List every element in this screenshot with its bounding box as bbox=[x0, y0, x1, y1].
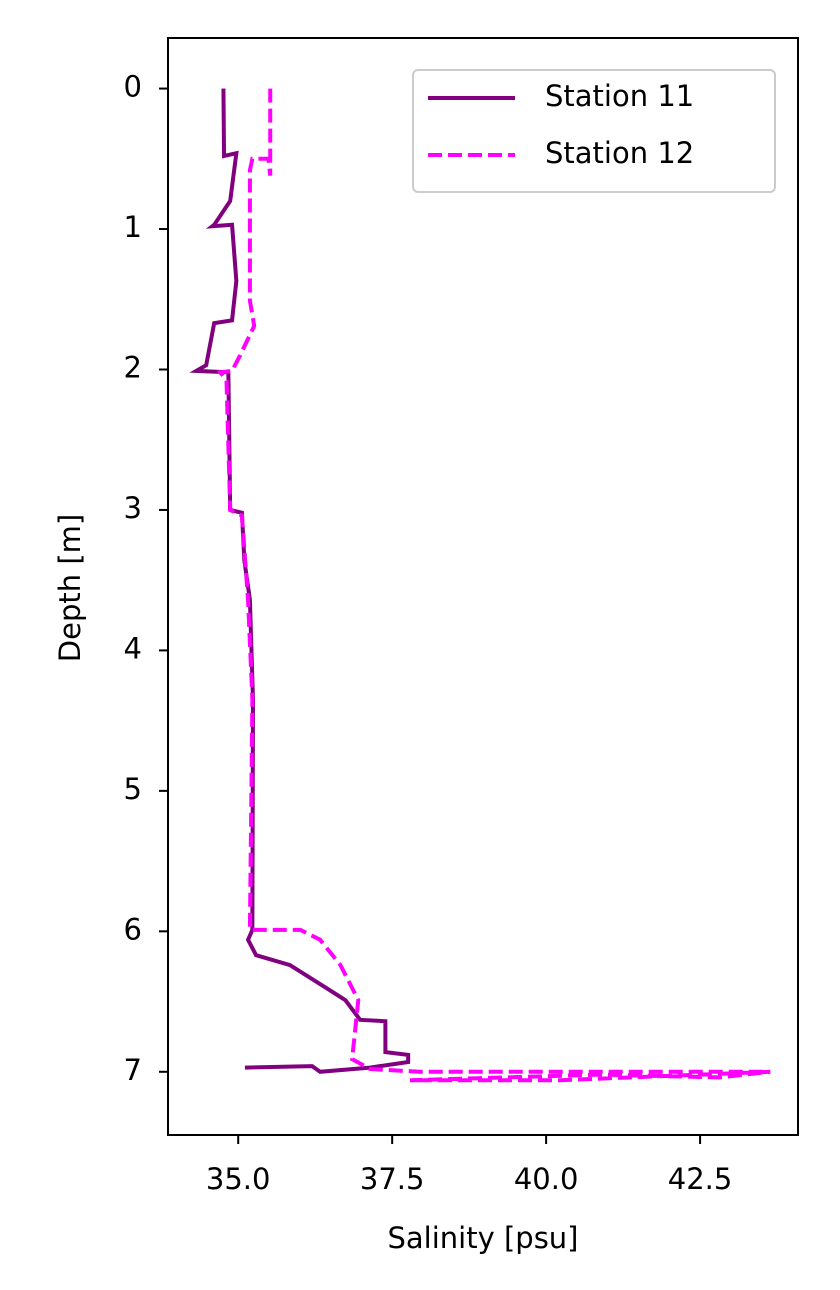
y-tick-label: 2 bbox=[124, 350, 142, 384]
plot-frame bbox=[167, 37, 799, 1136]
legend-label: Station 12 bbox=[545, 136, 694, 170]
y-tick-label: 5 bbox=[124, 772, 142, 806]
x-tick-label: 40.0 bbox=[514, 1162, 579, 1196]
y-tick-label: 6 bbox=[124, 912, 142, 946]
y-axis-label: Depth [m] bbox=[53, 514, 87, 662]
x-axis-label: Salinity [psu] bbox=[387, 1221, 578, 1255]
y-tick-label: 4 bbox=[124, 631, 142, 665]
y-tick-label: 7 bbox=[124, 1053, 142, 1087]
x-tick-label: 42.5 bbox=[668, 1162, 733, 1196]
y-tick-label: 1 bbox=[124, 210, 142, 244]
legend-box bbox=[412, 69, 776, 193]
y-tick-label: 3 bbox=[124, 491, 142, 525]
data-line bbox=[216, 88, 771, 1083]
data-line bbox=[189, 88, 411, 1074]
y-tick-label: 0 bbox=[124, 70, 142, 104]
x-tick-label: 37.5 bbox=[360, 1162, 425, 1196]
legend-label: Station 11 bbox=[545, 79, 694, 113]
x-tick-label: 35.0 bbox=[206, 1162, 271, 1196]
